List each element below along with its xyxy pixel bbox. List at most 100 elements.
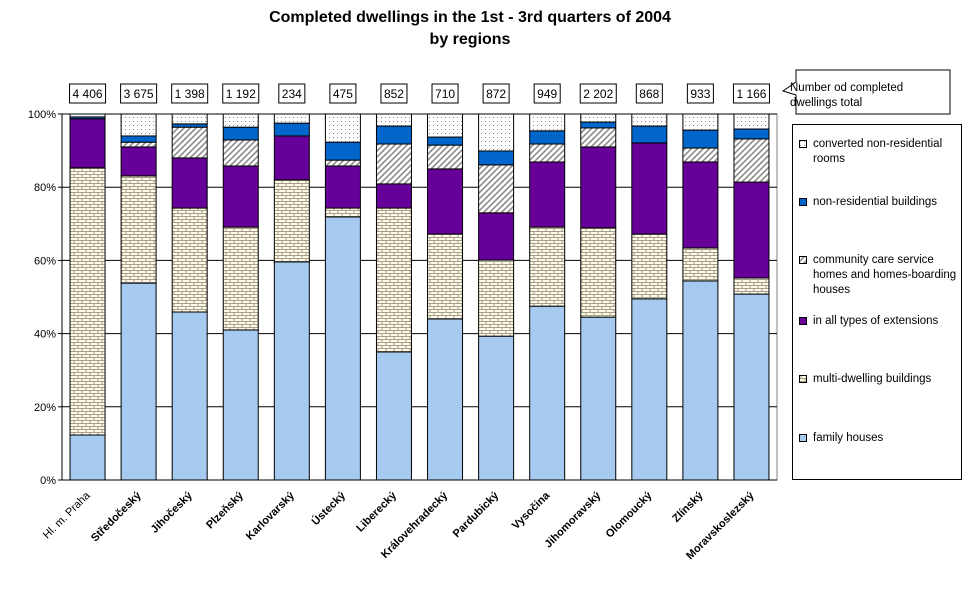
- total-label-box: [222, 83, 260, 104]
- bar-segment: [733, 181, 770, 279]
- total-label-box: [686, 83, 714, 104]
- bar-segment: [324, 113, 361, 143]
- x-tick-label: Ústecký: [309, 488, 349, 528]
- bar-segment: [580, 227, 617, 318]
- bar-segment: [529, 161, 566, 228]
- bar-segment: [529, 113, 566, 132]
- legend-item: non-residential buildings: [799, 195, 959, 210]
- total-label-box: [329, 83, 357, 104]
- bar-segment: [324, 207, 361, 218]
- bar-segment: [120, 282, 157, 481]
- bar-segment: [427, 318, 464, 481]
- bar-segment: [529, 226, 566, 307]
- bar-segment: [222, 226, 259, 331]
- bar-segment: [631, 298, 668, 481]
- x-tick-label: Hl. m. Praha: [41, 489, 93, 541]
- legend-swatch-rect: [799, 198, 807, 206]
- legend-swatch-rect: [799, 434, 807, 442]
- x-tick-label: Liberecký: [354, 489, 399, 534]
- bar-segment: [682, 247, 719, 282]
- legend-swatch: [799, 375, 807, 383]
- bar-segment: [324, 165, 361, 209]
- bar-segment: [273, 135, 310, 181]
- bar-segment: [375, 125, 412, 145]
- bar-segment: [222, 126, 259, 141]
- total-label-box: [431, 83, 459, 104]
- plot-area: [61, 113, 778, 481]
- legend-label: non-residential buildings: [813, 196, 938, 208]
- total-label-box: [278, 83, 306, 104]
- total-label-box: [533, 83, 561, 104]
- legend-label: family houses: [813, 432, 884, 444]
- legend-label: in all types of extensions: [813, 315, 939, 327]
- chart-title: Completed dwellings in the 1st - 3rd qua…: [269, 9, 671, 26]
- bar-segment: [324, 159, 361, 167]
- legend-swatch-rect: [799, 256, 807, 264]
- legend-item: in all types of extensions: [799, 314, 959, 329]
- total-label: 872: [486, 87, 506, 101]
- bar-segment: [273, 113, 310, 124]
- bar-segment: [273, 261, 310, 481]
- bar-segment: [171, 113, 208, 125]
- bar-segment: [375, 207, 412, 353]
- bar-segment: [427, 168, 464, 235]
- bar-segment: [733, 277, 770, 295]
- total-label: 710: [435, 87, 455, 101]
- bar-segment: [222, 329, 259, 481]
- legend-label: community care service homes and homes-b…: [813, 254, 957, 296]
- x-tick-label: Středočeský: [89, 489, 144, 544]
- total-label: 4 406: [73, 87, 103, 101]
- bar-segment: [375, 113, 412, 127]
- x-tick-label: Vysočina: [510, 489, 553, 532]
- total-label-box: [120, 83, 158, 104]
- total-label: 3 675: [124, 87, 154, 101]
- bar-segment: [69, 434, 106, 481]
- legend-label: converted non-residential rooms: [813, 138, 943, 165]
- annotation-line: Number od completed: [790, 82, 903, 94]
- legend-item: community care service homes and homes-b…: [799, 253, 959, 298]
- x-tick-label: Jihočeský: [149, 489, 196, 536]
- bar-segment: [733, 293, 770, 481]
- bar-segment: [478, 164, 515, 214]
- legend-swatch: [799, 256, 807, 264]
- bar-segment: [682, 129, 719, 149]
- y-tick-label: 60%: [34, 255, 56, 267]
- x-tick-label: Olomoucký: [604, 489, 655, 540]
- bar-segment: [580, 127, 617, 148]
- bar-segment: [222, 165, 259, 228]
- total-label-box: [69, 83, 107, 104]
- bar-segment: [631, 113, 668, 127]
- legend-swatch-rect: [799, 140, 807, 148]
- bar-segment: [529, 130, 566, 145]
- bar-segment: [120, 146, 157, 177]
- bar-segment: [733, 128, 770, 140]
- bar-segment: [120, 141, 157, 148]
- bar-segment: [427, 113, 464, 138]
- bar-segment: [69, 167, 106, 436]
- x-tick-label: Plzeňský: [204, 489, 246, 531]
- bar-segment: [478, 113, 515, 152]
- bar-segment: [171, 157, 208, 209]
- y-tick-label: 40%: [34, 329, 56, 341]
- bar-segment: [69, 113, 106, 118]
- bar-segment: [580, 121, 617, 129]
- total-label: 868: [639, 87, 659, 101]
- bar-segment: [529, 143, 566, 163]
- annotation-line: dwellings total: [790, 97, 862, 109]
- legend-swatch: [799, 140, 807, 148]
- x-tick-label: Karlovarský: [244, 489, 298, 543]
- bar-segment: [324, 216, 361, 481]
- bar-segment: [529, 305, 566, 481]
- total-label: 2 202: [583, 87, 613, 101]
- bar-segment: [427, 144, 464, 170]
- bar-segment: [478, 335, 515, 481]
- bar-segment: [120, 113, 157, 137]
- bar-segment: [120, 175, 157, 284]
- bar-segment: [631, 125, 668, 144]
- total-label: 1 166: [736, 87, 766, 101]
- legend-swatch: [799, 434, 807, 442]
- bar-segment: [733, 138, 770, 183]
- y-tick-label: 0%: [40, 475, 56, 487]
